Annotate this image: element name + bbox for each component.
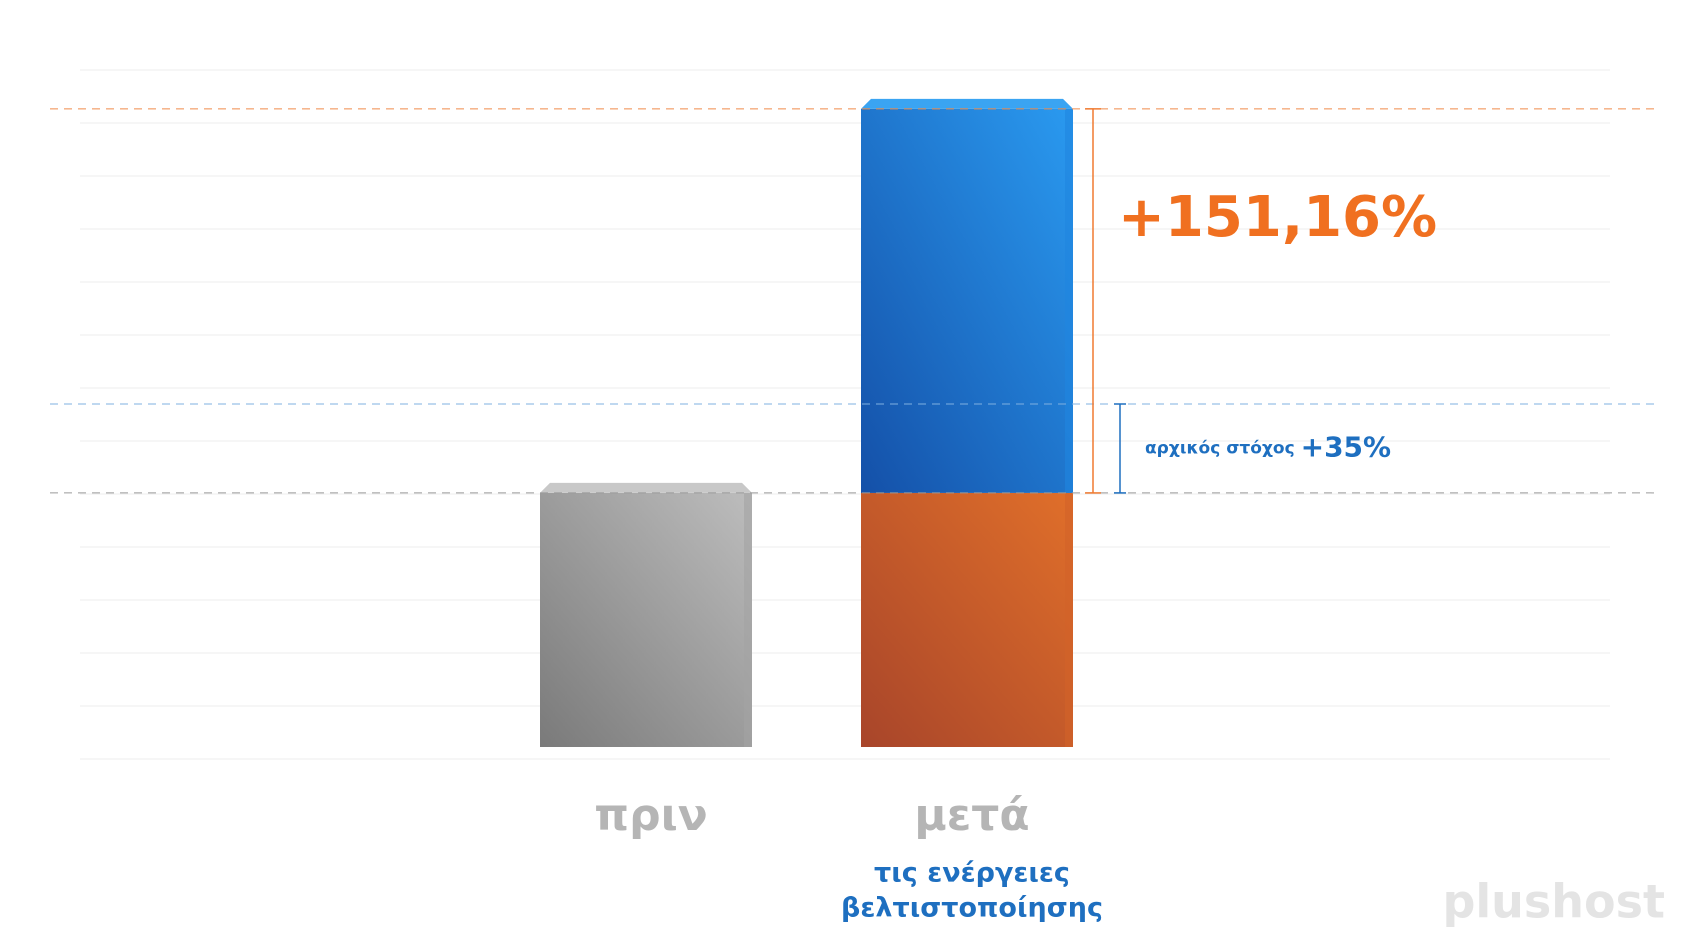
bar-edge <box>1065 108 1073 493</box>
bar-edge <box>1065 492 1073 747</box>
category-label: μετά <box>914 790 1029 841</box>
target-value-label: +35% <box>1301 430 1391 463</box>
logo: plushost <box>1442 875 1665 929</box>
bar <box>540 492 752 747</box>
bar-top <box>540 482 752 493</box>
category-note: βελτιστοποίησης <box>841 893 1103 924</box>
background-grid <box>80 69 1610 760</box>
bar-edge <box>744 492 752 747</box>
target-label: αρχικός στόχος +35% <box>1145 430 1391 463</box>
bar <box>861 492 1073 747</box>
increase-label: +151,16% <box>1118 185 1437 250</box>
category-label: πριν <box>594 790 707 841</box>
target-text: αρχικός στόχος <box>1145 438 1295 458</box>
bar <box>861 108 1073 493</box>
bar-top <box>861 98 1073 109</box>
category-note: τις ενέργειες <box>874 858 1070 889</box>
